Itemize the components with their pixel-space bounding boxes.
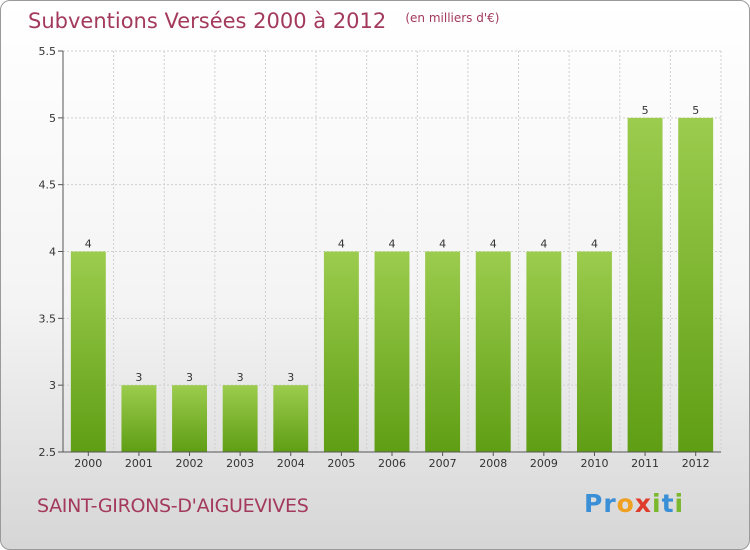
y-tick-label: 2.5 xyxy=(39,446,57,459)
bar xyxy=(172,385,208,452)
x-tick-label: 2003 xyxy=(226,457,254,470)
bar-value-label: 4 xyxy=(439,238,446,251)
y-tick-label: 5 xyxy=(49,112,56,125)
bar-value-label: 3 xyxy=(237,371,244,384)
bar xyxy=(678,117,714,452)
bar-value-label: 3 xyxy=(287,371,294,384)
bar xyxy=(425,251,461,452)
chart-title: Subventions Versées 2000 à 2012 xyxy=(28,9,387,33)
title-row: Subventions Versées 2000 à 2012 (en mill… xyxy=(28,9,499,33)
bar-value-label: 4 xyxy=(490,238,497,251)
bar xyxy=(121,385,157,452)
x-tick-label: 2010 xyxy=(580,457,608,470)
axes: 2.5 3 3.5 4 4.5 5 5.5 2000 2001 2002 2003 2004 2005 2… xyxy=(39,45,721,470)
bar-value-label: 3 xyxy=(186,371,193,384)
bar-value-label: 5 xyxy=(642,104,649,117)
bar xyxy=(576,251,612,452)
bar xyxy=(323,251,359,452)
bar xyxy=(70,251,106,452)
x-tick-label: 2009 xyxy=(530,457,558,470)
bar xyxy=(374,251,410,452)
bar-value-label: 4 xyxy=(591,238,598,251)
logo-letter: x xyxy=(634,489,652,518)
logo-letter: r xyxy=(603,489,617,518)
bar xyxy=(526,251,562,452)
x-tick-label: 2006 xyxy=(378,457,406,470)
chart-subtitle: (en milliers d'€) xyxy=(405,11,500,25)
bar-value-label: 4 xyxy=(338,238,345,251)
x-tick-label: 2011 xyxy=(631,457,659,470)
bar-value-label: 4 xyxy=(389,238,396,251)
logo-letter: o xyxy=(616,489,635,518)
proxiti-logo[interactable]: Proxiti xyxy=(584,489,684,518)
y-tick-label: 3.5 xyxy=(39,312,57,325)
x-tick-label: 2000 xyxy=(74,457,102,470)
bar xyxy=(222,385,258,452)
bar xyxy=(627,117,663,452)
y-tick-label: 4.5 xyxy=(39,179,57,192)
bar-value-label: 3 xyxy=(135,371,142,384)
y-tick-label: 4 xyxy=(49,246,56,259)
x-tick-label: 2008 xyxy=(479,457,507,470)
x-tick-label: 2001 xyxy=(125,457,153,470)
bar xyxy=(273,385,309,452)
logo-letter: P xyxy=(584,489,604,518)
bar-value-label: 4 xyxy=(540,238,547,251)
commune-name: SAINT-GIRONS-D'AIGUEVIVES xyxy=(37,495,309,517)
bar xyxy=(475,251,511,452)
y-tick-label: 3 xyxy=(49,379,56,392)
x-tick-label: 2002 xyxy=(176,457,204,470)
x-tick-label: 2007 xyxy=(429,457,457,470)
bars: 4 3 3 3 3 4 4 4 4 4 4 5 5 xyxy=(70,104,714,452)
logo-letter: i xyxy=(674,489,685,518)
y-tick-label: 5.5 xyxy=(39,45,57,58)
x-tick-label: 2012 xyxy=(682,457,710,470)
x-tick-label: 2005 xyxy=(327,457,355,470)
logo-letter: t xyxy=(661,489,675,518)
x-tick-label: 2004 xyxy=(277,457,305,470)
bar-value-label: 4 xyxy=(85,238,92,251)
logo-letter: i xyxy=(652,489,662,518)
bar-value-label: 5 xyxy=(692,104,699,117)
